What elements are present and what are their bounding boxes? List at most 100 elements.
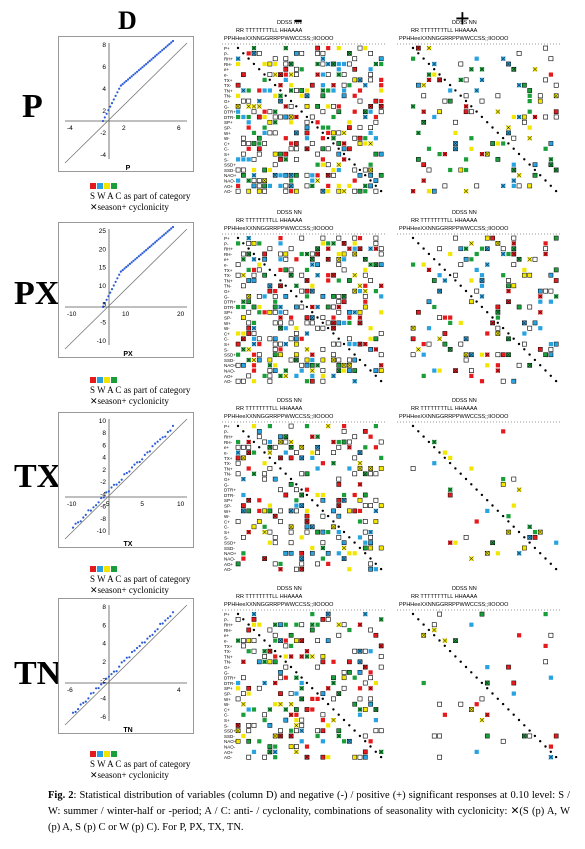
cell-colored bbox=[304, 125, 310, 130]
cell-cross-icon bbox=[262, 178, 267, 183]
cell-empty bbox=[463, 534, 469, 540]
diagonal-dot bbox=[337, 713, 340, 716]
x-tick-label: -6 bbox=[67, 687, 73, 694]
cell-colored bbox=[421, 262, 426, 267]
cell-colored bbox=[246, 466, 251, 471]
cell-empty bbox=[246, 309, 252, 315]
data-point bbox=[114, 280, 117, 283]
cell-colored bbox=[267, 61, 273, 67]
data-point bbox=[138, 644, 141, 648]
cell-cross-icon bbox=[246, 347, 251, 352]
cell-empty bbox=[283, 664, 289, 670]
cell-colored bbox=[267, 439, 272, 445]
data-point bbox=[148, 635, 151, 638]
data-point bbox=[118, 481, 121, 484]
cell-cross-icon bbox=[294, 283, 299, 289]
cell-empty bbox=[283, 309, 289, 315]
cell-colored bbox=[448, 88, 453, 93]
data-point bbox=[120, 661, 123, 664]
cell-cross-icon bbox=[479, 294, 485, 299]
diagonal-dot bbox=[528, 163, 531, 166]
cell-cross-icon bbox=[511, 178, 517, 183]
cell-cross-icon bbox=[548, 162, 554, 167]
cell-cross-icon bbox=[235, 638, 241, 643]
cell-colored bbox=[432, 304, 437, 310]
cell-cross-icon bbox=[368, 466, 373, 471]
cell-empty bbox=[235, 471, 241, 477]
diagonal-dot bbox=[252, 440, 256, 444]
cell-colored bbox=[495, 551, 500, 556]
data-point bbox=[77, 708, 80, 711]
cell-colored bbox=[294, 257, 299, 262]
cell-cross-icon bbox=[310, 304, 315, 310]
cell-colored bbox=[336, 728, 342, 734]
cell-empty bbox=[246, 444, 252, 450]
matrix-row-label: TX- bbox=[224, 649, 232, 654]
cell-cross-icon bbox=[516, 82, 522, 88]
data-point bbox=[128, 470, 131, 473]
cell-empty bbox=[548, 288, 554, 294]
cell-colored bbox=[373, 718, 378, 723]
cell-colored bbox=[257, 342, 262, 347]
cell-empty bbox=[368, 278, 373, 283]
diagonal-dot bbox=[321, 697, 324, 700]
cell-colored bbox=[336, 61, 341, 67]
cell-colored bbox=[548, 352, 554, 358]
cell-colored bbox=[426, 326, 432, 331]
diagonal-dot bbox=[316, 126, 319, 129]
cell-colored bbox=[421, 352, 426, 357]
matrix-header-top: DDSS NN bbox=[452, 398, 477, 404]
cell-colored bbox=[235, 341, 241, 347]
cell-colored bbox=[315, 104, 320, 109]
cell-colored bbox=[326, 241, 331, 246]
cell-colored bbox=[490, 235, 495, 241]
cell-empty bbox=[362, 503, 368, 508]
cell-colored bbox=[262, 114, 267, 120]
cell-colored bbox=[373, 519, 379, 524]
cell-cross-icon bbox=[278, 315, 283, 320]
cell-empty bbox=[272, 162, 278, 168]
diagonal-dot bbox=[433, 258, 436, 261]
cell-cross-icon bbox=[495, 331, 501, 336]
cell-cross-icon bbox=[363, 288, 368, 294]
cell-colored bbox=[357, 535, 363, 540]
diagonal-dot bbox=[369, 557, 372, 560]
cell-colored bbox=[257, 498, 262, 503]
matrix-row-label: TN- bbox=[224, 472, 232, 477]
diagonal-dot bbox=[427, 628, 431, 632]
cell-colored bbox=[336, 109, 342, 115]
matrix-row-label: e- bbox=[224, 73, 229, 78]
cell-empty bbox=[553, 114, 559, 120]
data-point bbox=[110, 486, 113, 489]
matrix-row-label: C- bbox=[224, 147, 229, 152]
cell-empty bbox=[331, 352, 336, 358]
cell-colored bbox=[309, 82, 315, 88]
data-point bbox=[114, 94, 117, 97]
matrix-row-label: AO- bbox=[224, 567, 233, 572]
cell-empty bbox=[288, 104, 294, 109]
cell-cross-icon bbox=[320, 88, 326, 93]
cell-colored bbox=[378, 368, 384, 373]
diagonal-dot bbox=[448, 273, 452, 277]
matrix-row-label: TX- bbox=[224, 461, 232, 466]
cell-colored bbox=[326, 189, 331, 194]
cell-empty bbox=[341, 267, 347, 273]
cell-colored bbox=[315, 529, 320, 535]
cell-empty bbox=[357, 696, 363, 702]
cell-empty bbox=[278, 320, 283, 326]
data-point bbox=[150, 244, 153, 247]
cell-colored bbox=[246, 51, 251, 56]
cell-colored bbox=[357, 686, 363, 691]
diagonal-dot bbox=[480, 493, 484, 497]
cell-empty bbox=[543, 246, 548, 252]
cell-empty bbox=[283, 439, 289, 445]
cell-colored bbox=[448, 455, 453, 460]
legend-p: S W A C as part of category ✕season+ cyc… bbox=[90, 180, 190, 213]
cell-empty bbox=[341, 428, 347, 434]
cell-colored bbox=[304, 471, 310, 477]
data-point bbox=[103, 116, 106, 119]
cell-cross-icon bbox=[246, 450, 251, 455]
cell-cross-icon bbox=[283, 368, 289, 373]
cell-empty bbox=[378, 728, 384, 734]
cell-cross-icon bbox=[373, 347, 379, 352]
